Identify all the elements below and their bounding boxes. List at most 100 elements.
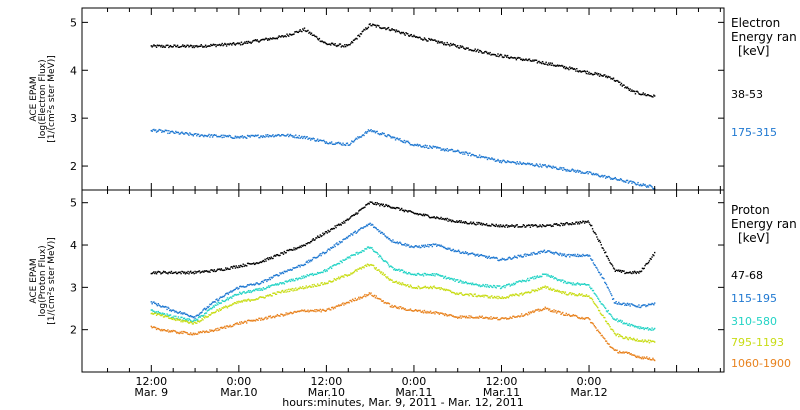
proton-series-0-point-353: [459, 221, 462, 224]
proton-series-1-point-352: [458, 250, 461, 253]
proton-series-2-point-233: [354, 254, 356, 256]
electron-series-0-point-487: [576, 70, 579, 72]
proton-series-3-point-218: [341, 275, 343, 278]
electron-series-1-point-48: [192, 135, 195, 137]
proton-series-0-point-552: [633, 270, 636, 273]
proton-series-2-point-77: [218, 301, 220, 304]
proton-series-2-point-54: [197, 316, 200, 319]
proton-series-1-point-446: [541, 250, 543, 253]
proton-series-1-point-512: [598, 271, 601, 274]
proton-series-4-point-500: [588, 317, 590, 320]
electron-series-1-point-353: [459, 152, 462, 154]
electron-series-0-point-193: [319, 40, 321, 42]
proton-series-2-point-266: [383, 260, 385, 263]
proton-series-0-point-196: [322, 232, 324, 234]
proton-series-4-point-406: [506, 318, 508, 320]
xtick-time-label-5: 0:00: [577, 375, 602, 388]
proton-series-2-point-1: [151, 309, 153, 311]
proton-series-4-point-129: [263, 318, 265, 320]
proton-series-0-point-381: [484, 224, 486, 226]
proton-series-1-point-226: [348, 234, 350, 237]
proton-series-3-point-65: [207, 315, 209, 318]
proton-series-0-point-509: [596, 236, 598, 238]
proton-series-3-point-154: [285, 291, 287, 293]
proton-series-4-point-574: [653, 359, 655, 361]
proton-series-3-point-183: [310, 286, 313, 288]
proton-series-3-point-314: [425, 287, 427, 289]
electron-series-0-point-370: [474, 48, 476, 50]
proton-series-4-point-253: [372, 295, 374, 297]
proton-series-0-point-483: [573, 223, 575, 225]
electron-series-0-point-230: [351, 41, 354, 44]
proton-series-3-point-422: [520, 293, 522, 295]
proton-series-4-point-115: [251, 319, 253, 322]
electron-series-1-point-134: [267, 136, 270, 138]
proton-series-3-point-283: [398, 281, 400, 284]
proton-series-0-point-480: [570, 223, 573, 226]
proton-series-1-point-365: [470, 252, 472, 255]
electron-series-0-point-492: [581, 70, 583, 73]
proton-series-0-point-180: [308, 242, 310, 244]
proton-series-3-point-473: [564, 291, 567, 293]
proton-ytick-label-2: 4: [70, 239, 77, 252]
proton-series-3-point-82: [222, 307, 224, 309]
proton-series-2-point-41: [186, 318, 188, 320]
proton-series-2-point-316: [427, 274, 429, 276]
electron-series-0-point-105: [242, 43, 244, 45]
proton-series-3-point-92: [231, 304, 233, 306]
proton-series-1-point-516: [602, 277, 604, 279]
electron-series-0-point-547: [629, 88, 631, 90]
proton-series-4-point-145: [277, 314, 279, 317]
proton-series-1-point-178: [306, 260, 308, 263]
proton-series-3-point-360: [465, 293, 468, 295]
electron-series-1-point-349: [456, 150, 458, 152]
electron-series-0-point-432: [528, 58, 531, 60]
proton-series-3-point-76: [217, 309, 219, 311]
electron-series-1-point-375: [478, 154, 481, 156]
electron-series-1-point-554: [635, 184, 638, 186]
electron-series-0-point-237: [358, 34, 360, 36]
proton-series-3-point-94: [232, 303, 235, 305]
electron-series-1-point-54: [197, 133, 200, 136]
proton-series-0-point-144: [276, 253, 279, 256]
proton-series-0-point-127: [261, 260, 264, 263]
proton-series-3-point-147: [279, 291, 281, 294]
electron-series-1-point-69: [211, 134, 213, 136]
electron-series-0-point-560: [640, 93, 643, 96]
proton-series-4-point-122: [257, 319, 259, 321]
proton-series-2-point-119: [254, 288, 257, 291]
electron-series-1-point-438: [534, 165, 536, 167]
proton-series-1-point-131: [265, 279, 267, 281]
proton-series-3-point-560: [640, 340, 643, 342]
proton-series-4-point-295: [408, 309, 411, 311]
proton-series-1-point-359: [464, 251, 467, 253]
proton-series-0-point-219: [342, 222, 344, 225]
proton-series-1-point-541: [624, 304, 626, 307]
proton-series-3-point-552: [633, 338, 636, 341]
electron-series-0-point-102: [239, 44, 242, 46]
electron-series-1-point-181: [309, 137, 311, 139]
proton-series-4-point-96: [234, 322, 237, 325]
proton-series-0-point-438: [534, 224, 536, 227]
proton-series-1-point-337: [445, 247, 448, 250]
proton-series-3: [150, 263, 656, 344]
proton-series-3-point-525: [610, 328, 612, 330]
proton-series-1-point-358: [464, 252, 466, 255]
proton-series-4-point-22: [169, 331, 172, 333]
proton-series-2-point-512: [598, 300, 601, 302]
electron-series-0-point-427: [524, 59, 526, 61]
electron-series-1-point-434: [530, 163, 532, 165]
proton-series-1-point-112: [248, 284, 251, 286]
proton-series-1-point-545: [627, 304, 630, 306]
proton-series-4-point-421: [519, 316, 521, 318]
proton-series-1-point-570: [649, 303, 652, 306]
proton-series-2-point-496: [584, 283, 587, 286]
proton-series-3-point-510: [597, 306, 599, 309]
proton-series-4-point-63: [205, 330, 208, 332]
proton-series-0-point-84: [224, 269, 226, 271]
proton-series-0-point-392: [493, 224, 496, 227]
proton-series-4-point-165: [295, 311, 297, 313]
electron-series-0-point-433: [529, 59, 532, 62]
electron-series-1-point-301: [414, 143, 416, 146]
proton-series-2-point-352: [458, 281, 461, 283]
